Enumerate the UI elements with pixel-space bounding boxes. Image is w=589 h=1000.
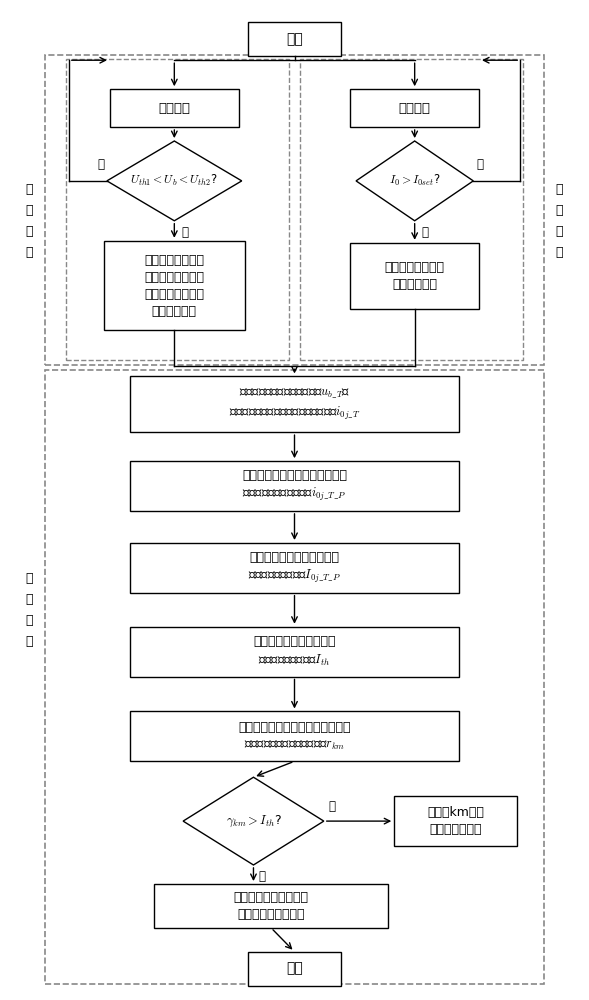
- Text: 结束: 结束: [286, 962, 303, 976]
- FancyBboxPatch shape: [394, 796, 517, 846]
- Text: $U_{th1}<U_b<U_{th2}$?: $U_{th1}<U_b<U_{th2}$?: [131, 173, 218, 188]
- Polygon shape: [356, 141, 474, 221]
- Text: 否: 否: [477, 158, 483, 171]
- Text: 提取母线零序电压的暂态分量$u_{b\_T}$，
故障馈线各检测点零序电流的暂态分量$i_{0j\_T}$: 提取母线零序电压的暂态分量$u_{b\_T}$， 故障馈线各检测点零序电流的暂态…: [229, 387, 360, 422]
- FancyBboxPatch shape: [350, 243, 479, 309]
- Text: 是: 是: [422, 226, 429, 239]
- Text: 选
线
装
置: 选 线 装 置: [26, 183, 33, 259]
- Text: 否: 否: [97, 158, 104, 171]
- FancyBboxPatch shape: [130, 627, 459, 677]
- Text: 是: 是: [329, 800, 336, 813]
- Text: 是: 是: [181, 226, 188, 239]
- Text: 定
位
主
站: 定 位 主 站: [26, 572, 33, 648]
- Polygon shape: [107, 141, 241, 221]
- FancyBboxPatch shape: [130, 461, 459, 511]
- Text: 检测点km之间
区段为故障区段: 检测点km之间 区段为故障区段: [427, 806, 484, 836]
- Text: 计算故障馈线各检测点暂态
电流投影分量特征值$I_{0j\_T\_P}$: 计算故障馈线各检测点暂态 电流投影分量特征值$I_{0j\_T\_P}$: [248, 551, 341, 585]
- FancyBboxPatch shape: [110, 89, 239, 127]
- FancyBboxPatch shape: [247, 22, 342, 56]
- Text: 在线采集: 在线采集: [399, 102, 431, 115]
- FancyBboxPatch shape: [104, 241, 244, 330]
- Text: $I_0>I_{0set}$?: $I_0>I_{0set}$?: [389, 173, 441, 188]
- FancyBboxPatch shape: [130, 711, 459, 761]
- Text: 设定最大投影分量的特征
值的二分之一为阈值$I_{th}$: 设定最大投影分量的特征 值的二分之一为阈值$I_{th}$: [253, 635, 336, 668]
- Text: 计算各区段上、下游各监测点暂态
零序电流投影分量特征值之差$r_{km}$: 计算各区段上、下游各监测点暂态 零序电流投影分量特征值之差$r_{km}$: [238, 721, 351, 752]
- Text: 否: 否: [258, 870, 265, 883]
- FancyBboxPatch shape: [130, 543, 459, 593]
- Text: 计算故障馈线各检测点暂态电流
在暂态电压上的投影分量$i_{0j\_T\_P}$: 计算故障馈线各检测点暂态电流 在暂态电压上的投影分量$i_{0j\_T\_P}$: [242, 469, 347, 503]
- Text: $\gamma_{km}>I_{th}$?: $\gamma_{km}>I_{th}$?: [226, 814, 282, 829]
- Text: 若不存在，则该线路最
末区段为故障区段。: 若不存在，则该线路最 末区段为故障区段。: [234, 891, 309, 921]
- FancyBboxPatch shape: [350, 89, 479, 127]
- Text: 馈
线
终
端: 馈 线 终 端: [556, 183, 563, 259]
- Text: 在线采集: 在线采集: [158, 102, 190, 115]
- Polygon shape: [183, 777, 324, 865]
- Text: 故障选线，并将各
监测点零序电流波
形，母线零序电压
波形上报主站: 故障选线，并将各 监测点零序电流波 形，母线零序电压 波形上报主站: [144, 254, 204, 318]
- FancyBboxPatch shape: [247, 952, 342, 986]
- Text: 各监测点零序电流
波形上报主站: 各监测点零序电流 波形上报主站: [385, 261, 445, 291]
- Text: 开始: 开始: [286, 32, 303, 46]
- FancyBboxPatch shape: [130, 376, 459, 432]
- FancyBboxPatch shape: [154, 884, 388, 928]
